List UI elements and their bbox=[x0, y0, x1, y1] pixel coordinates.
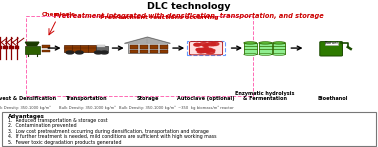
Circle shape bbox=[196, 49, 202, 51]
Text: & Fermentation: & Fermentation bbox=[243, 96, 287, 101]
Circle shape bbox=[206, 48, 212, 51]
Text: DLC technology: DLC technology bbox=[147, 2, 231, 11]
Ellipse shape bbox=[273, 42, 285, 44]
FancyBboxPatch shape bbox=[15, 46, 19, 49]
Circle shape bbox=[203, 45, 208, 46]
Circle shape bbox=[94, 51, 102, 54]
FancyBboxPatch shape bbox=[150, 45, 158, 49]
Polygon shape bbox=[25, 42, 39, 46]
Circle shape bbox=[206, 50, 215, 54]
FancyBboxPatch shape bbox=[97, 45, 105, 47]
FancyBboxPatch shape bbox=[130, 45, 138, 49]
FancyBboxPatch shape bbox=[2, 112, 376, 146]
Text: Advantages: Advantages bbox=[8, 114, 45, 119]
Text: Bulk Density: 350-1000 kg/m³: Bulk Density: 350-1000 kg/m³ bbox=[59, 105, 115, 110]
Text: Bioethanol: Bioethanol bbox=[318, 96, 348, 101]
Circle shape bbox=[210, 49, 215, 51]
Ellipse shape bbox=[244, 42, 257, 44]
Circle shape bbox=[200, 49, 206, 51]
Text: Storage: Storage bbox=[136, 96, 159, 101]
Circle shape bbox=[204, 46, 208, 48]
Circle shape bbox=[198, 50, 206, 53]
Circle shape bbox=[194, 43, 200, 45]
Text: 4.  If further treatment is needed, mild conditions are sufficient with high wor: 4. If further treatment is needed, mild … bbox=[8, 134, 217, 139]
FancyBboxPatch shape bbox=[9, 46, 14, 49]
FancyBboxPatch shape bbox=[325, 42, 338, 45]
FancyBboxPatch shape bbox=[25, 46, 40, 54]
Text: 5.  Fewer toxic degradation products generated: 5. Fewer toxic degradation products gene… bbox=[8, 140, 122, 145]
Circle shape bbox=[197, 51, 203, 53]
Text: Harvest & Densification: Harvest & Densification bbox=[0, 96, 56, 101]
Circle shape bbox=[203, 49, 211, 52]
Text: Transportation: Transportation bbox=[66, 96, 108, 101]
Text: Autoclave (optional): Autoclave (optional) bbox=[177, 96, 235, 101]
Circle shape bbox=[197, 48, 203, 51]
Text: 2.  Contamination prevented: 2. Contamination prevented bbox=[8, 123, 77, 128]
FancyBboxPatch shape bbox=[140, 50, 148, 53]
Text: Pretreatment integrated with densification, transportation, and storage: Pretreatment integrated with densificati… bbox=[54, 12, 324, 19]
FancyBboxPatch shape bbox=[0, 46, 2, 49]
Circle shape bbox=[201, 50, 208, 52]
Circle shape bbox=[206, 50, 210, 52]
FancyBboxPatch shape bbox=[64, 45, 96, 52]
Polygon shape bbox=[125, 37, 170, 43]
Circle shape bbox=[201, 48, 208, 51]
Text: Bulk Density: 350-1000 kg/m³: Bulk Density: 350-1000 kg/m³ bbox=[0, 105, 51, 110]
FancyBboxPatch shape bbox=[130, 50, 138, 53]
Circle shape bbox=[207, 42, 216, 46]
Circle shape bbox=[200, 48, 208, 51]
FancyBboxPatch shape bbox=[320, 42, 342, 56]
FancyBboxPatch shape bbox=[3, 46, 8, 49]
Ellipse shape bbox=[259, 53, 272, 55]
FancyBboxPatch shape bbox=[150, 50, 158, 53]
FancyBboxPatch shape bbox=[189, 42, 223, 55]
Text: ~350  kg biomass/m³ reactor: ~350 kg biomass/m³ reactor bbox=[178, 105, 234, 110]
Ellipse shape bbox=[259, 42, 272, 44]
Circle shape bbox=[76, 51, 83, 54]
Text: Pretreatment reactions occurring: Pretreatment reactions occurring bbox=[100, 15, 218, 20]
FancyBboxPatch shape bbox=[259, 43, 272, 54]
Ellipse shape bbox=[244, 53, 257, 55]
Circle shape bbox=[200, 43, 208, 46]
FancyBboxPatch shape bbox=[42, 50, 50, 52]
Text: Biofuel: Biofuel bbox=[325, 41, 338, 45]
Circle shape bbox=[66, 51, 74, 54]
FancyBboxPatch shape bbox=[128, 43, 167, 53]
Circle shape bbox=[211, 42, 219, 46]
Circle shape bbox=[206, 44, 210, 45]
Text: 3.  Low cost pretreatment occurring during densification, transportation and sto: 3. Low cost pretreatment occurring durin… bbox=[8, 129, 209, 134]
FancyBboxPatch shape bbox=[96, 46, 108, 51]
Text: Chemicals: Chemicals bbox=[42, 12, 76, 17]
FancyBboxPatch shape bbox=[160, 50, 168, 53]
FancyBboxPatch shape bbox=[273, 43, 285, 54]
Text: Bulk Density: 350-1000 kg/m³: Bulk Density: 350-1000 kg/m³ bbox=[119, 105, 176, 110]
Circle shape bbox=[206, 50, 210, 52]
FancyBboxPatch shape bbox=[140, 45, 148, 49]
Text: 1.  Reduced transportation & storage cost: 1. Reduced transportation & storage cost bbox=[8, 118, 108, 123]
Circle shape bbox=[194, 44, 201, 46]
Circle shape bbox=[101, 51, 108, 54]
FancyBboxPatch shape bbox=[42, 45, 50, 48]
Ellipse shape bbox=[273, 53, 285, 55]
Text: Enzymatic hydrolysis: Enzymatic hydrolysis bbox=[235, 91, 294, 96]
FancyBboxPatch shape bbox=[160, 45, 168, 49]
FancyBboxPatch shape bbox=[244, 43, 257, 54]
